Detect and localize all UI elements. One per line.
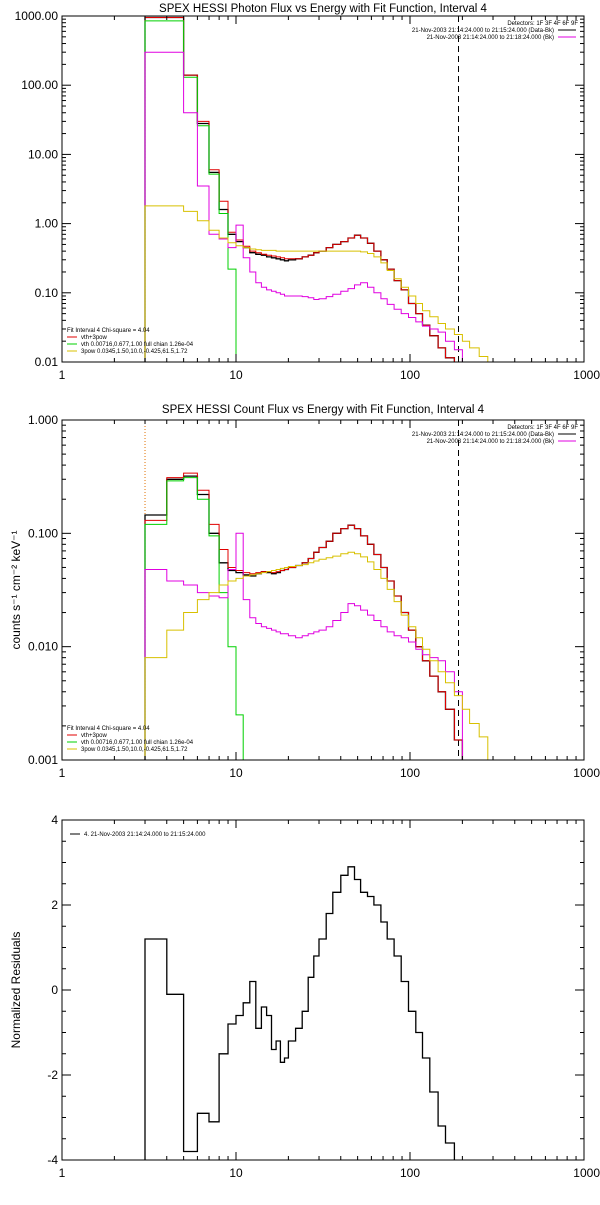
legend-text: 21-Nov-2003 21:14:24.000 to 21:18:24.000… <box>427 439 554 445</box>
chart-panel-2: SPEX HESSI Count Flux vs Energy with Fit… <box>9 404 600 780</box>
legend-text: Detectors: 1F 3F 4F 6F 9F <box>507 425 578 431</box>
plot-area <box>144 866 456 1160</box>
legend-text: Detectors: 1F 3F 4F 6F 9F <box>507 21 578 27</box>
series-magenta-line <box>144 532 463 760</box>
y-tick-label: 100.00 <box>21 78 58 92</box>
y-tick-label: -4 <box>47 1153 58 1167</box>
y-tick-label: 2 <box>51 898 58 912</box>
y-axis-label: counts s⁻¹ cm⁻² keV⁻¹ <box>9 530 23 649</box>
chart-panel-3: Normalized Residuals 1 10 100 1000 -4 -2 0 2 4 4. … <box>9 813 600 1180</box>
x-tick-label: 1 <box>59 368 66 382</box>
x-tick-label: 100 <box>400 766 420 780</box>
x-tick-label: 10 <box>229 1166 243 1180</box>
plot-area <box>144 16 489 362</box>
plot-frame <box>61 15 585 363</box>
y-tick-label: 1.000 <box>28 413 58 427</box>
y-axis-label: Normalized Residuals <box>9 932 23 1049</box>
legend-text: vth 0.00716,0.677,1.00 full chian 1.26e-… <box>81 740 194 746</box>
legend-text: 3pow 0.0345,1.50,10.0,-0.425,61.5,1.72 <box>81 349 188 355</box>
y-tick-label: 0.100 <box>28 526 58 540</box>
chart-title: SPEX HESSI Photon Flux vs Energy with Fi… <box>159 3 487 15</box>
x-tick-label: 10 <box>229 766 243 780</box>
legend-text: 21-Nov-2003 21:14:24.000 to 21:15:24.000… <box>412 28 554 34</box>
x-tick-label: 1 <box>59 1166 66 1180</box>
y-tick-label: -2 <box>47 1068 58 1082</box>
legend-text: Fit Interval 4 Chi-square = 4.04 <box>67 328 150 334</box>
series-yellow-line <box>144 551 489 760</box>
x-tick-label: 1000 <box>573 766 600 780</box>
series-magenta-line <box>144 51 463 362</box>
legend-text: 21-Nov-2003 21:14:24.000 to 21:15:24.000… <box>412 432 554 438</box>
series-yellow-line <box>144 205 489 362</box>
series-green-line <box>144 477 244 760</box>
chart-title: SPEX HESSI Count Flux vs Energy with Fit… <box>162 404 485 416</box>
series-red-line <box>144 472 463 760</box>
legend-text: 4. 21-Nov-2003 21:14:24.000 to 21:15:24.… <box>84 832 206 838</box>
plot-frame <box>61 419 585 761</box>
legend-text: vth+3pow <box>81 733 108 739</box>
x-tick-label: 1000 <box>573 368 600 382</box>
y-tick-label: 0 <box>51 983 58 997</box>
y-tick-label: 1.00 <box>35 217 59 231</box>
legend-text: vth 0.00716,0.677,1.00 full chian 1.26e-… <box>81 342 194 348</box>
series-red-line <box>144 17 455 362</box>
y-tick-label: 0.001 <box>28 753 58 767</box>
x-tick-label: 1000 <box>573 1166 600 1180</box>
legend-text: vth+3pow <box>81 335 108 341</box>
legend-legend_tl: 4. 21-Nov-2003 21:14:24.000 to 21:15:24.… <box>70 832 206 838</box>
x-tick-label: 100 <box>400 368 420 382</box>
x-tick-label: 100 <box>400 1166 420 1180</box>
x-tick-label: 10 <box>229 368 243 382</box>
series-black-line <box>144 475 464 760</box>
y-tick-label: 0.01 <box>35 355 59 369</box>
y-tick-label: 0.10 <box>35 286 59 300</box>
plot-area <box>144 420 489 760</box>
chart-panel-1: SPEX HESSI Photon Flux vs Energy with Fi… <box>15 3 600 382</box>
legend-legend_bl: Fit Interval 4 Chi-square = 4.04vth+3pow… <box>67 328 194 355</box>
y-tick-label: 0.010 <box>28 640 58 654</box>
series-green-line <box>144 20 237 362</box>
y-tick-label: 1000.00 <box>15 9 59 23</box>
x-tick-label: 1 <box>59 766 66 780</box>
legend-text: Fit Interval 4 Chi-square = 4.04 <box>67 726 150 732</box>
series-black-line <box>144 16 456 362</box>
legend-legend_bl: Fit Interval 4 Chi-square = 4.04vth+3pow… <box>67 726 194 753</box>
y-tick-label: 4 <box>51 813 58 827</box>
legend-text: 3pow 0.0345,1.50,10.0,-0.425,61.5,1.72 <box>81 747 188 753</box>
series-black-line <box>144 866 456 1160</box>
y-tick-label: 10.00 <box>28 147 58 161</box>
plot-frame <box>61 819 585 1161</box>
legend-text: 21-Nov-2003 21:14:24.000 to 21:18:24.000… <box>427 35 554 41</box>
